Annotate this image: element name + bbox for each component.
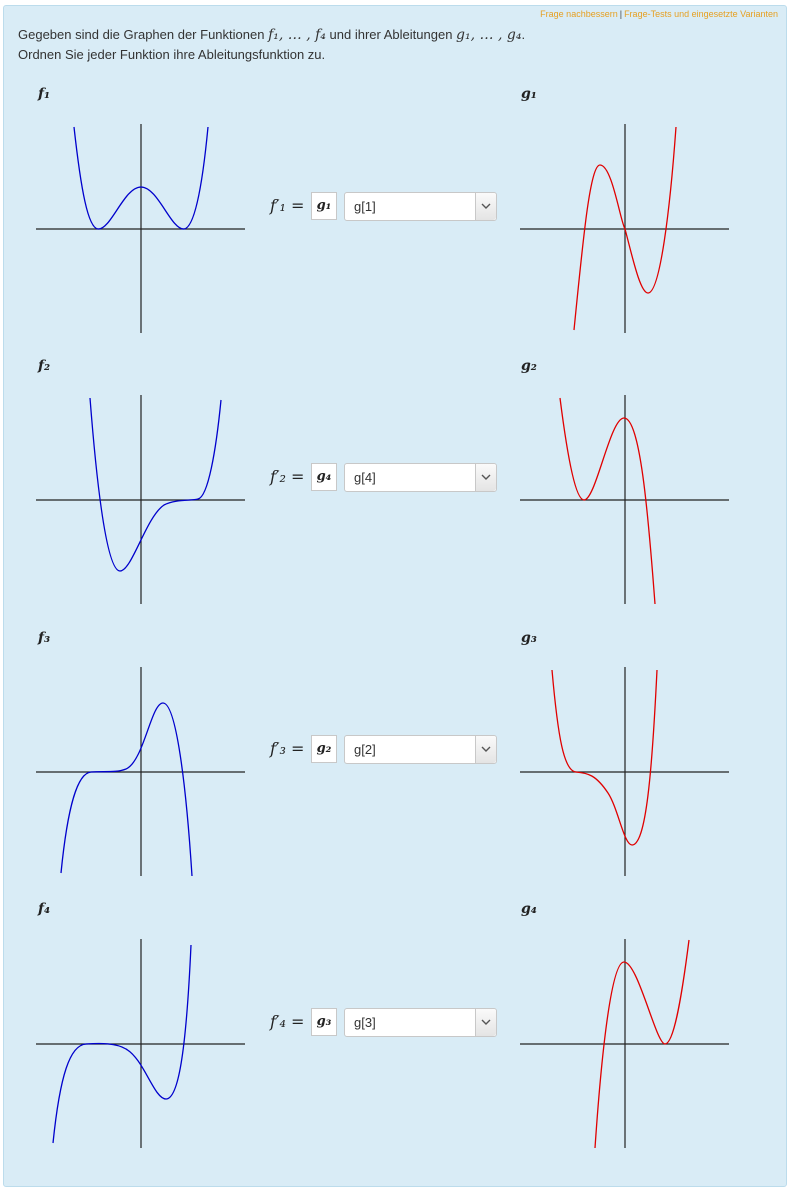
question-tests-link[interactable]: Frage-Tests und eingesetzte Varianten xyxy=(624,9,778,19)
derivative-set: g₁, … , g₄ xyxy=(456,27,522,43)
improve-question-link[interactable]: Frage nachbessern xyxy=(540,9,618,19)
eq-f2: f′₂ = xyxy=(270,467,305,486)
select-f4-value: g[3] xyxy=(354,1015,376,1030)
select-f4[interactable]: g[3] xyxy=(344,1008,497,1037)
chevron-down-icon[interactable] xyxy=(475,464,496,491)
answer-box-f2: g₄ xyxy=(311,463,337,491)
f2-graph xyxy=(36,395,245,604)
chevron-down-icon[interactable] xyxy=(475,736,496,763)
g1-curve xyxy=(573,126,677,331)
g4-label: g₄ xyxy=(521,901,537,917)
answer-box-f4: g₃ xyxy=(311,1008,337,1036)
g2-label: g₂ xyxy=(521,358,537,374)
g4-curve xyxy=(594,939,690,1149)
intro-text-b: und ihrer Ableitungen xyxy=(329,27,453,42)
select-f3-value: g[2] xyxy=(354,742,376,757)
answer-box-f1: g₁ xyxy=(311,192,337,220)
f2-label: f₂ xyxy=(38,358,51,374)
f1-graph xyxy=(36,124,245,333)
eq-f1: f′₁ = xyxy=(270,196,305,215)
select-f3[interactable]: g[2] xyxy=(344,735,497,764)
g1-label: g₁ xyxy=(521,86,537,102)
question-links: Frage nachbessern | Frage-Tests und einges… xyxy=(540,9,778,19)
select-f1-value: g[1] xyxy=(354,199,376,214)
chevron-down-icon[interactable] xyxy=(475,1009,496,1036)
f1-label: f₁ xyxy=(38,86,51,102)
f4-curve xyxy=(52,944,192,1144)
answer-box-f3: g₂ xyxy=(311,735,337,763)
f3-curve xyxy=(60,702,193,877)
g3-label: g₃ xyxy=(521,630,537,646)
f4-graph xyxy=(36,939,245,1148)
f4-label: f₄ xyxy=(38,901,51,917)
g3-curve xyxy=(551,669,658,846)
g4-graph xyxy=(520,939,729,1149)
f3-label: f₃ xyxy=(38,630,51,646)
intro-text-a: Gegeben sind die Graphen der Funktionen xyxy=(18,27,265,42)
question-text: Gegeben sind die Graphen der Funktionen … xyxy=(18,25,525,65)
g3-graph xyxy=(520,667,729,876)
g2-graph xyxy=(520,395,729,605)
intro-period: . xyxy=(521,27,526,42)
link-separator: | xyxy=(619,9,623,19)
eq-f4: f′₄ = xyxy=(270,1012,305,1031)
select-f2-value: g[4] xyxy=(354,470,376,485)
eq-f3: f′₃ = xyxy=(270,739,305,758)
g2-curve xyxy=(559,397,656,605)
function-set: f₁, … , f₄ xyxy=(268,27,326,43)
f3-graph xyxy=(36,667,245,877)
select-f1[interactable]: g[1] xyxy=(344,192,497,221)
intro-line-2: Ordnen Sie jeder Funktion ihre Ableitung… xyxy=(18,47,326,62)
f1-curve xyxy=(73,126,209,230)
f2-curve xyxy=(89,397,222,572)
chevron-down-icon[interactable] xyxy=(475,193,496,220)
intro-line-1: Gegeben sind die Graphen der Funktionen … xyxy=(18,25,525,45)
g1-graph xyxy=(520,124,729,333)
select-f2[interactable]: g[4] xyxy=(344,463,497,492)
